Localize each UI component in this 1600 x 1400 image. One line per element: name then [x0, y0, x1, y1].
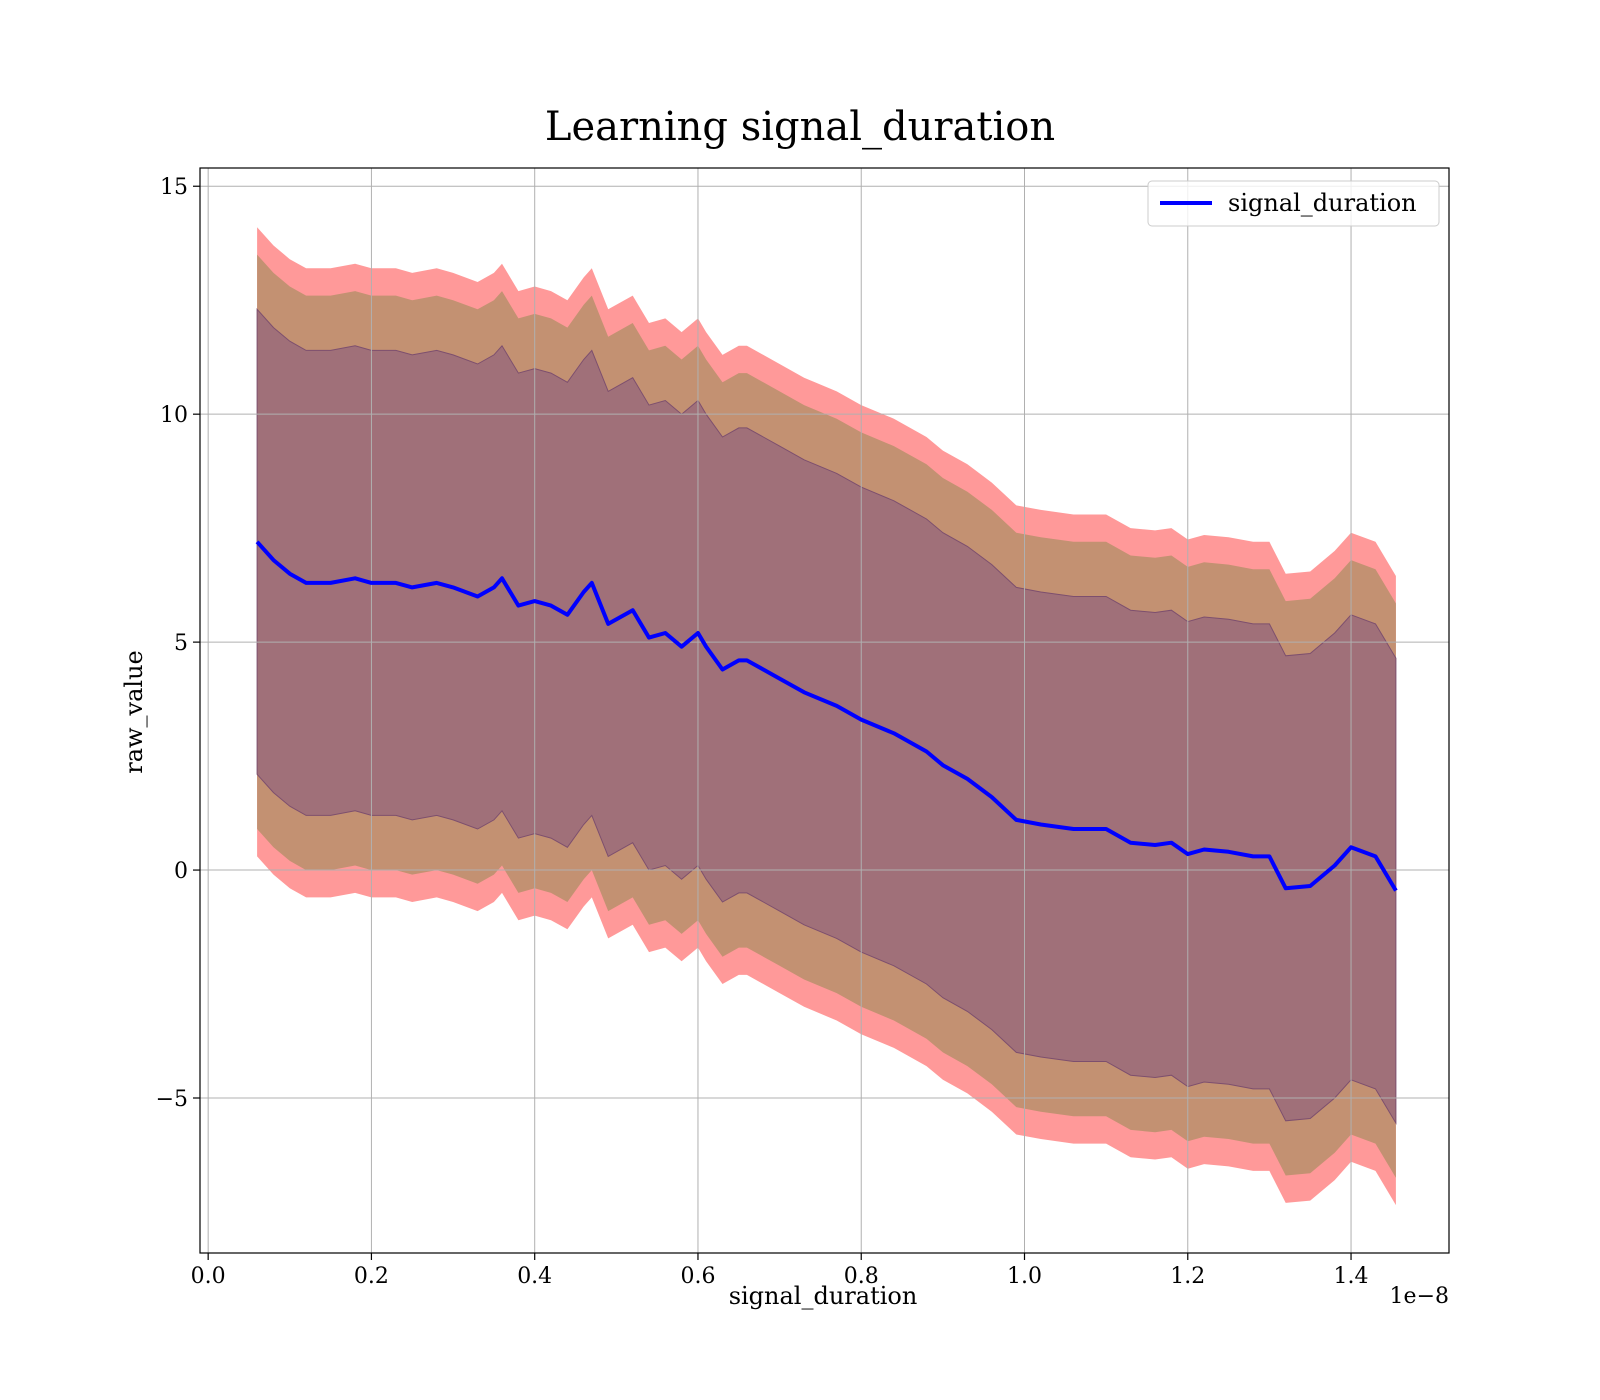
legend: signal_duration	[1147, 180, 1440, 227]
x-axis-label: signal_duration	[729, 1282, 918, 1310]
x-tick-label: 1.2	[1170, 1264, 1205, 1289]
y-tick-label: 0	[174, 859, 188, 884]
y-tick-label: 5	[174, 631, 188, 656]
legend-label: signal_duration	[1228, 189, 1417, 217]
x-tick-label: 0.2	[354, 1264, 389, 1289]
confidence-bands	[256, 227, 1397, 1206]
y-tick-label: −5	[156, 1087, 188, 1112]
plot-frame	[199, 167, 1450, 1254]
x-tick-label: 0.8	[844, 1264, 879, 1289]
y-axis-label: raw_value	[120, 650, 148, 774]
series-line-signal-duration	[255, 540, 1398, 892]
y-tick-label: 10	[160, 403, 188, 428]
chart-title: Learning signal_duration	[545, 104, 1055, 150]
legend-box	[1147, 180, 1440, 227]
x-tick-label: 0.6	[680, 1264, 715, 1289]
x-tick-label: 1.4	[1334, 1264, 1369, 1289]
y-tick-label: 15	[160, 175, 188, 200]
axis-ticks: 0.0 0.2 0.4 0.6 0.8 1.0 1.2 1.4 15 10 5 0 −5	[156, 175, 1369, 1289]
x-tick-label: 1.0	[1007, 1264, 1042, 1289]
x-axis-scale-label: 1e−8	[1390, 1284, 1449, 1309]
x-tick-label: 0.0	[191, 1264, 226, 1289]
series-lines	[255, 540, 1398, 892]
inner-band	[256, 307, 1397, 1125]
x-tick-label: 0.4	[517, 1264, 552, 1289]
